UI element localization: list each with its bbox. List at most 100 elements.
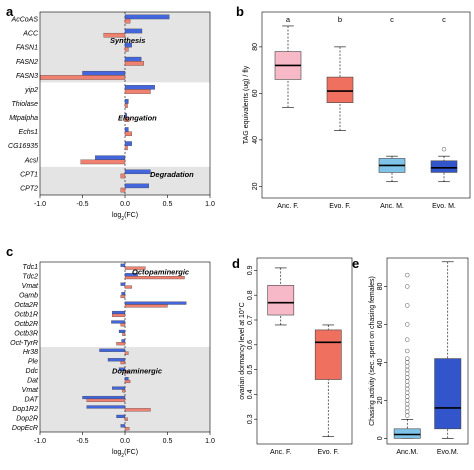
y-tick-label: 20	[377, 396, 384, 404]
panel-letter-e: e	[352, 256, 359, 271]
y-axis-label: ovarian dormancy level at 10°C	[238, 302, 246, 399]
bar-dat	[82, 395, 126, 400]
bar-dop1r2	[124, 408, 151, 412]
outlier-point	[405, 398, 410, 403]
significance-letter: b	[338, 15, 342, 24]
group-label: Elongation	[118, 114, 157, 123]
x-tick-label: Anc. F.	[270, 449, 291, 456]
x-tick-label: 1.0	[205, 438, 215, 445]
y-tick-label: 60	[252, 89, 259, 97]
bar-echs1	[124, 131, 132, 137]
gene-label: FASN2	[16, 59, 38, 66]
outlier-point	[405, 409, 410, 414]
bar-vmat	[122, 389, 126, 393]
gene-label: DAT	[25, 396, 39, 403]
bar-dop1r2	[86, 405, 126, 409]
outlier-point	[405, 371, 410, 377]
outlier-point	[405, 394, 410, 399]
y-tick-label: 0.5	[247, 365, 254, 375]
plot-frame	[256, 257, 353, 445]
bar-dat	[86, 398, 126, 402]
bar-hr38	[99, 348, 126, 352]
y-tick-label: 0.7	[247, 315, 254, 325]
bar-octa2r	[124, 301, 187, 305]
panel-letter-c: c	[6, 244, 13, 259]
outlier-point	[405, 379, 410, 384]
y-tick-label: 60	[377, 320, 384, 328]
gene-label: Dop1R2	[12, 406, 38, 413]
gene-label: Oct-TyrR	[10, 340, 38, 347]
gene-label: yip2	[24, 87, 38, 94]
bar-tdc1	[124, 266, 146, 270]
outlier-point	[405, 401, 410, 407]
gene-label: CPT2	[20, 185, 38, 192]
x-axis-label: log2(FC)	[112, 449, 138, 459]
x-tick-label: Evo. F.	[329, 203, 350, 210]
bar-cg16935	[124, 145, 128, 151]
x-tick-label: Evo. M.	[432, 203, 456, 210]
bar-dat	[124, 379, 131, 384]
bar-thiolase	[124, 103, 128, 108]
outlier-point	[405, 382, 410, 388]
y-tick-label: 0.4	[247, 389, 254, 399]
panel-letter-b: b	[236, 4, 244, 19]
outlier-point	[405, 405, 410, 411]
bar-oamb	[120, 294, 126, 299]
significance-letter: c	[390, 15, 394, 24]
gene-label: Hr38	[23, 349, 38, 356]
panel-letter-a: a	[6, 4, 14, 19]
outlier-point	[405, 348, 410, 354]
bar-tdc1	[120, 263, 126, 267]
outlier-point	[405, 356, 410, 361]
panel-letter-d: d	[232, 256, 240, 271]
bar-fasn2	[124, 61, 144, 66]
bar-fasn2	[124, 56, 142, 62]
y-tick-label: 80	[252, 43, 259, 51]
outlier-point	[405, 303, 410, 308]
outlier-point	[405, 322, 410, 327]
bar-yip2	[124, 89, 151, 94]
gene-label: CG16935	[8, 143, 38, 150]
gene-label: ACC	[22, 31, 39, 38]
bar-fasn1	[124, 47, 129, 52]
x-tick-label: -1.0	[34, 201, 46, 208]
bar-ddc	[124, 370, 129, 374]
y-tick-label: 0.3	[247, 414, 254, 424]
group-label: Octopaminergic	[132, 267, 190, 276]
bar-dopecr	[120, 424, 126, 428]
bar-accoas	[124, 14, 170, 20]
outlier-point	[405, 413, 410, 418]
y-axis-label: TAG equivalents (ug) / fly	[243, 65, 250, 144]
bar-oct-tyrr	[121, 339, 126, 343]
box-evo-f-	[314, 329, 342, 380]
bar-cpt1	[124, 169, 151, 175]
gene-label: Ddc	[26, 368, 39, 375]
bar-octb2r	[120, 323, 126, 327]
bar-vmat	[124, 285, 132, 289]
x-tick-label: 0.5	[163, 201, 173, 208]
y-tick-label: 0.8	[247, 290, 254, 300]
bar-acc	[103, 32, 126, 38]
group-label: Synthesis	[110, 36, 145, 45]
gene-label: Oamb	[19, 293, 38, 300]
bar-cpt2	[124, 183, 149, 189]
outlier-point	[405, 363, 410, 369]
gene-label: Tdc2	[22, 274, 38, 281]
gene-label: Ple	[28, 359, 38, 366]
bar-octb1r	[112, 313, 126, 317]
group-label: Dopaminergic	[112, 367, 163, 376]
gene-label: Octb2R	[14, 321, 38, 328]
x-tick-label: Evo. F.	[318, 449, 339, 456]
significance-letter: c	[442, 15, 446, 24]
gene-label: Octb3R	[14, 330, 38, 337]
x-tick-label: 0.0	[120, 201, 130, 208]
x-tick-label: 0.5	[163, 438, 173, 445]
bar-octb3r	[122, 332, 126, 336]
x-tick-label: Anc.M.	[396, 449, 418, 456]
bar-acsl	[95, 155, 126, 160]
x-tick-label: Evo.M.	[437, 449, 459, 456]
outlier-point	[405, 367, 410, 373]
gene-label: Octb1R	[14, 311, 38, 318]
bar-cg16935	[124, 141, 132, 146]
gene-label: Octa2R	[14, 302, 38, 309]
